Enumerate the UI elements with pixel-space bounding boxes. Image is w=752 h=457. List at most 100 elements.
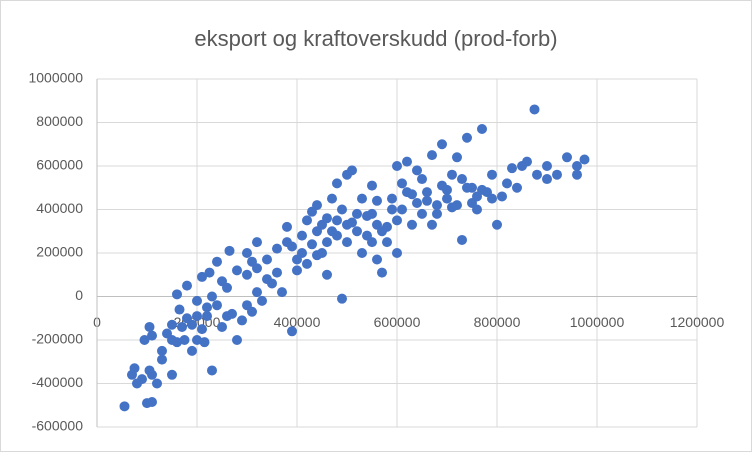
point [422,195,432,206]
point [522,156,532,167]
point [292,265,302,276]
point [199,337,210,348]
point [457,174,467,185]
point [332,215,342,226]
point [442,193,452,204]
y-tick-label: 200000 [36,244,83,260]
point [119,401,130,412]
y-tick-label: 0 [75,287,83,303]
point [552,169,562,180]
point [347,165,357,176]
point [382,237,392,248]
point [392,248,402,258]
y-tick-label: 400000 [36,200,83,216]
point [312,200,322,211]
point [207,365,217,376]
point [137,374,147,385]
point [579,154,590,165]
point [487,193,497,204]
point [412,197,422,208]
y-tick-label: -600000 [32,418,84,434]
point [502,178,512,189]
point [492,219,502,230]
point [257,295,267,306]
point [387,193,397,204]
x-tick-label: 400000 [274,314,321,330]
point [207,291,217,302]
point [432,200,442,211]
point [252,237,262,248]
point [497,191,507,202]
point [562,152,572,163]
point [377,267,387,278]
point [507,163,517,174]
point [347,217,357,228]
point [287,326,297,337]
point [542,161,552,171]
point [252,287,262,298]
point [152,378,162,389]
point [447,202,457,213]
point [242,248,252,258]
point [572,161,582,171]
point [282,221,292,232]
point [477,184,487,195]
point [532,169,542,180]
point [242,269,252,280]
y-tick-label: 1000000 [28,70,83,86]
point [167,335,177,345]
point [212,300,222,311]
point [204,267,215,278]
y-tick-label: 600000 [36,157,83,173]
point [167,319,177,330]
point [197,324,207,335]
x-tick-label: 1200000 [670,314,725,330]
point [297,230,307,241]
point [272,243,282,254]
point [202,311,212,322]
point [462,132,472,143]
point [392,161,402,171]
point [337,204,347,215]
point [377,226,387,237]
point [302,215,312,226]
point [357,193,367,204]
point [232,335,242,345]
point [192,295,202,306]
y-tick-label: -200000 [32,331,84,347]
point [427,150,437,161]
point [322,213,332,224]
point [217,321,227,332]
point [402,156,412,167]
point [432,208,442,219]
point [437,180,447,191]
chart-title: eksport og kraftoverskudd (prod-forb) [194,26,557,51]
x-tick-label: 1000000 [570,314,625,330]
point [212,256,222,267]
point [437,139,447,150]
point [192,311,202,322]
point [222,282,232,293]
point [224,245,235,256]
point [129,363,140,374]
point [327,226,337,237]
point [157,345,167,356]
y-tick-label: -400000 [32,374,84,390]
point [357,248,367,258]
point [277,287,287,298]
point [372,254,382,265]
point [542,174,552,185]
point [352,226,362,237]
point [179,335,190,345]
point [197,271,207,282]
point [177,321,187,332]
point [392,215,402,226]
point [337,293,347,304]
x-tick-label: 800000 [474,314,521,330]
point [387,204,397,215]
point [227,308,237,319]
x-tick-label: 600000 [374,314,421,330]
point [332,178,342,189]
point [144,321,155,332]
